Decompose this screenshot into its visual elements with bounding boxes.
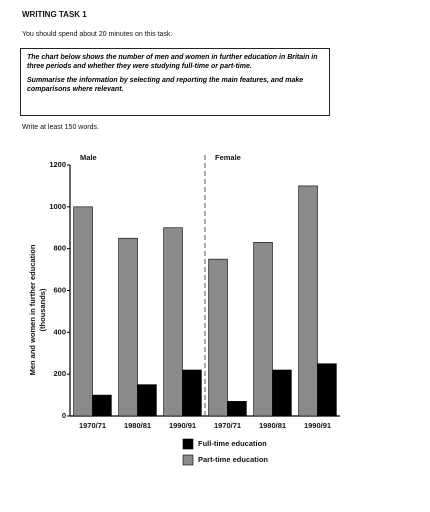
task-box: The chart below shows the number of men … bbox=[20, 48, 330, 116]
bar bbox=[227, 401, 247, 417]
bar bbox=[253, 242, 273, 417]
bar bbox=[298, 185, 318, 417]
x-tick-label: 1970/71 bbox=[214, 421, 241, 430]
y-tick-label: 800 bbox=[53, 244, 66, 253]
panel-title: Male bbox=[80, 153, 97, 162]
bar bbox=[92, 394, 112, 417]
legend-swatch bbox=[182, 454, 194, 466]
bar bbox=[73, 206, 93, 417]
x-tick-label: 1990/91 bbox=[169, 421, 196, 430]
bar bbox=[137, 384, 157, 417]
bar bbox=[208, 258, 228, 417]
y-tick-label: 200 bbox=[53, 369, 66, 378]
word-count: Write at least 150 words. bbox=[22, 124, 99, 131]
instruction: You should spend about 20 minutes on thi… bbox=[22, 31, 173, 38]
task-paragraph: The chart below shows the number of men … bbox=[27, 54, 318, 70]
legend-swatch bbox=[182, 438, 194, 450]
y-tick-label: 400 bbox=[53, 327, 66, 336]
bar bbox=[118, 237, 138, 417]
legend-label: Full-time education bbox=[198, 439, 267, 448]
bar bbox=[272, 369, 292, 417]
task-paragraph: Summarise the information by selecting a… bbox=[27, 77, 304, 93]
y-axis-label: (thousands) bbox=[38, 288, 47, 331]
x-tick-label: 1970/71 bbox=[79, 421, 106, 430]
x-tick-label: 1980/81 bbox=[259, 421, 286, 430]
y-tick-label: 0 bbox=[62, 411, 66, 420]
task-title: WRITING TASK 1 bbox=[22, 10, 87, 19]
x-tick-label: 1980/81 bbox=[124, 421, 151, 430]
y-axis-label: Men and women in further education bbox=[28, 244, 37, 375]
bar bbox=[182, 369, 202, 417]
x-tick-label: 1990/91 bbox=[304, 421, 331, 430]
y-tick-label: 1000 bbox=[49, 202, 66, 211]
legend-label: Part-time education bbox=[198, 455, 268, 464]
y-tick-label: 600 bbox=[53, 285, 66, 294]
bar bbox=[163, 227, 183, 417]
bar bbox=[317, 363, 337, 417]
panel-title: Female bbox=[215, 153, 241, 162]
y-tick-label: 1200 bbox=[49, 160, 66, 169]
